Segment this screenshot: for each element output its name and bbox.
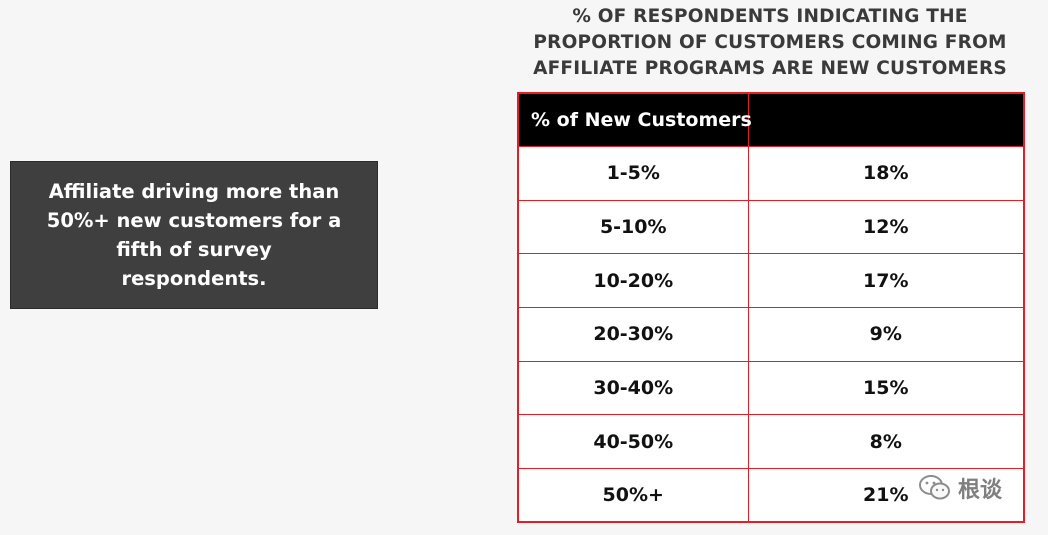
row-category: 10-20% <box>519 253 749 308</box>
row-category: 40-50% <box>519 414 749 469</box>
table-row: 1-5% 18% <box>519 146 1023 201</box>
row-category: 20-30% <box>519 306 749 362</box>
data-table: % of New Customers 1-5% 18% 5-10% 12% 10-20%… <box>517 92 1025 523</box>
row-value: 15% <box>748 360 1023 415</box>
table-row: 50%+ 21% <box>519 467 1023 521</box>
wechat-icon <box>919 475 950 500</box>
row-value: 17% <box>748 253 1023 308</box>
row-value: 18% <box>748 146 1023 201</box>
row-category: 30-40% <box>519 360 749 415</box>
watermark-text: 根谈 <box>958 478 1003 503</box>
table-row: 5-10% 12% <box>519 199 1023 254</box>
table-row: 20-30% 9% <box>519 306 1023 362</box>
table-row: 10-20% 17% <box>519 253 1023 308</box>
table-row: 40-50% 8% <box>519 414 1023 469</box>
callout-text: Affiliate driving more than 50%+ new cus… <box>46 180 342 290</box>
column-header-value <box>748 94 1023 147</box>
row-value: 9% <box>748 306 1023 362</box>
row-category: 5-10% <box>519 199 749 254</box>
table-header-row: % of New Customers <box>519 94 1023 147</box>
watermark: 根谈 <box>918 472 1002 504</box>
row-category: 1-5% <box>519 146 749 201</box>
table-row: 30-40% 15% <box>519 360 1023 415</box>
chart-title: % OF RESPONDENTS INDICATING THE PROPORTI… <box>533 6 1007 79</box>
row-value: 21% <box>748 467 1023 521</box>
row-value: 12% <box>748 199 1023 254</box>
row-value: 8% <box>748 414 1023 469</box>
column-header-category: % of New Customers <box>519 94 752 147</box>
callout-box: Affiliate driving more than 50%+ new cus… <box>10 161 378 309</box>
row-category: 50%+ <box>519 467 749 521</box>
